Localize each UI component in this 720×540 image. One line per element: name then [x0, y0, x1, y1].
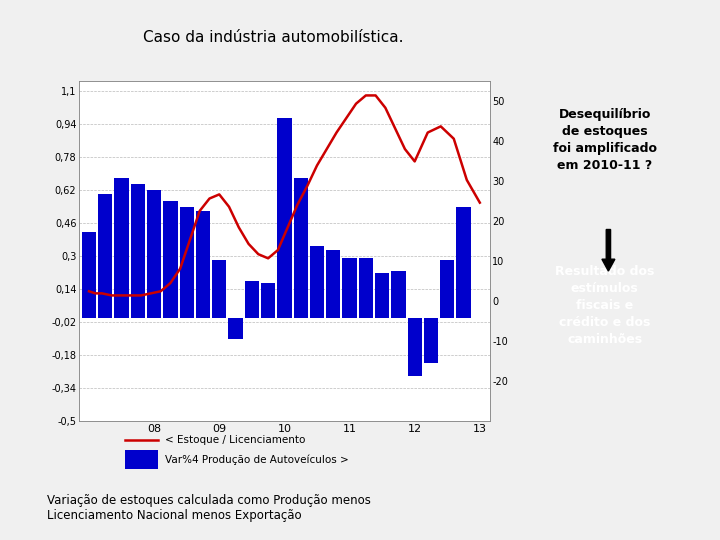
Bar — [212, 260, 226, 318]
Bar — [294, 178, 308, 318]
Bar — [440, 260, 454, 318]
Text: Desequilíbrio
de estoques
foi amplificado
em 2010-11 ?: Desequilíbrio de estoques foi amplificad… — [553, 109, 657, 172]
Bar — [114, 178, 129, 318]
Bar — [456, 207, 471, 318]
Bar — [130, 184, 145, 318]
Bar — [391, 271, 405, 318]
Bar — [82, 232, 96, 318]
Text: < Estoque / Licenciamento: < Estoque / Licenciamento — [165, 435, 305, 445]
Bar — [424, 318, 438, 363]
Bar — [147, 190, 161, 318]
Bar — [375, 273, 390, 318]
Bar — [245, 281, 259, 318]
Bar — [98, 194, 112, 318]
Bar — [228, 318, 243, 339]
Bar — [179, 207, 194, 318]
Bar — [277, 118, 292, 318]
Bar — [196, 211, 210, 318]
Text: Resultado dos
estímulos
fiscais e
crédito e dos
caminhões: Resultado dos estímulos fiscais e crédit… — [555, 265, 654, 346]
Bar — [408, 318, 422, 376]
Bar — [163, 200, 178, 318]
Bar — [261, 283, 275, 318]
Bar — [125, 450, 158, 469]
Bar — [310, 246, 324, 318]
Text: Variação de estoques calculada como Produção menos
Licenciamento Nacional menos : Variação de estoques calculada como Prod… — [48, 494, 371, 522]
Bar — [359, 258, 373, 318]
Bar — [326, 250, 341, 318]
Text: Var%4 Produção de Autoveículos >: Var%4 Produção de Autoveículos > — [165, 454, 348, 465]
Text: Caso da indústria automobilística.: Caso da indústria automobilística. — [143, 30, 404, 45]
Bar — [343, 258, 356, 318]
